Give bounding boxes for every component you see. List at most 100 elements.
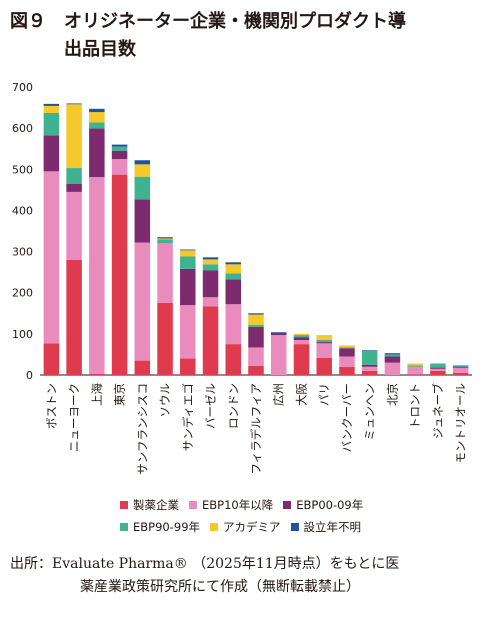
bar-segment [180,256,196,269]
bar-segment [180,250,196,257]
x-tick-label: ジュネーブ [431,383,445,440]
legend: 製薬企業 EBP10年以降 EBP00-09年 EBP90-99年 アカデミア 設立年不明 [120,494,450,538]
x-tick-label: 広州 [272,383,286,406]
bar-segment [134,176,151,200]
bar-segment [202,264,219,271]
bar-segment [202,297,219,307]
bar-segment [407,374,423,375]
bar-segment [248,365,264,375]
bar-segment [43,171,60,344]
bar-segment [248,324,264,327]
bar-segment [430,368,446,371]
figure-title: 図９ オリジネーター企業・機関別プロダクト導 出品目数 [10,11,406,60]
bar-segment [180,268,196,306]
bar-segment [225,279,242,305]
bar-segment [316,343,332,358]
legend-swatch [120,501,128,509]
x-tick-label: ソウル [158,383,172,418]
bar-segment [157,243,173,303]
x-tick-label: モントリオール [454,383,468,464]
x-tick-label: ミュンヘン [363,383,377,441]
bar-segment [430,370,446,375]
legend-item: EBP00-09年 [283,494,363,516]
bar-segment [339,348,355,357]
bar-segment [225,304,242,345]
bar-segment [452,368,469,373]
x-tick-label: バンクーバー [340,383,354,452]
bar-segment [339,356,355,367]
x-axis-tick-labels: ボストン ニューヨーク 上海 東京 サンフランシスコ ソウル サンディエゴ バーゼル ロンドンフ… [44,383,467,475]
x-tick-label: 大阪 [294,383,308,406]
bar-segment [293,337,310,341]
bar-segment [202,306,219,375]
bar-segment [361,351,378,365]
source-line-1: 出所：Evaluate Pharma® （2025年11月時点）をもとに医 [10,556,400,572]
bar-segment [316,357,332,375]
source-line-2: 薬産業政策研究所にて作成（無断転載禁止） [80,579,360,595]
y-tick-label: 700 [12,81,33,94]
x-tick-label: 北京 [385,383,399,406]
bar-segment [66,259,82,375]
bar-segment [43,105,60,113]
bar-segment [134,164,151,177]
bar-segment [339,345,355,348]
bar-segment [157,239,173,244]
bar-segment [111,174,128,375]
legend-item: 製薬企業 [120,494,179,516]
bar-segment [111,144,128,147]
bar-segment [339,347,355,349]
y-tick-label: 100 [12,328,33,341]
x-tick-label: 東京 [113,383,127,406]
bar-segment [361,350,378,352]
bar-segment [270,332,287,334]
legend-label: アカデミア [223,520,281,534]
bar-segment [293,344,310,375]
bar-segment [89,122,105,129]
bar-segment [316,340,332,343]
bar-segment [361,364,378,367]
bar-segment [452,367,469,369]
bar-segment [157,237,173,239]
bar-segment [248,314,264,325]
bar-segment [66,183,82,192]
bar-segment [180,358,196,375]
bar-segment [339,366,355,375]
legend-label: 製薬企業 [133,498,179,512]
bar-segment [134,199,151,243]
x-tick-label: ボストン [44,383,58,429]
bar-segment [248,313,264,315]
bar-segment [452,365,469,367]
bar-segment [43,103,60,106]
legend-label: 設立年不明 [303,520,362,534]
bar-segment [43,135,60,172]
bar-segment [43,343,60,375]
bar-segment [225,273,242,280]
y-tick-label: 200 [12,287,33,300]
bar-segment [89,373,105,375]
y-tick-label: 0 [26,369,33,382]
x-tick-label: パリ [317,383,331,406]
x-tick-label: バーゼル [204,383,218,429]
x-tick-label: ニューヨーク [67,383,81,452]
bar-segment [66,104,82,169]
bar-segment [111,150,128,159]
bar-segment [407,366,423,375]
legend-swatch [120,523,128,531]
x-tick-label: トロント [408,383,422,429]
bar-segment [384,362,401,375]
y-tick-label: 600 [12,122,33,135]
bar-segment [111,159,128,175]
legend-label: EBP90-99年 [133,520,201,534]
legend-swatch [189,501,197,509]
y-tick-label: 500 [12,163,33,176]
x-tick-label: サンフランシスコ [135,383,149,475]
bar-segment [384,354,401,357]
bar-segment [316,342,332,344]
bar-segment [384,353,401,355]
x-tick-label: フィラデルフィア [249,383,263,475]
legend-swatch [210,523,219,531]
bar-segment [111,146,128,151]
bar-segment [66,191,82,260]
bar-segment [407,363,423,366]
